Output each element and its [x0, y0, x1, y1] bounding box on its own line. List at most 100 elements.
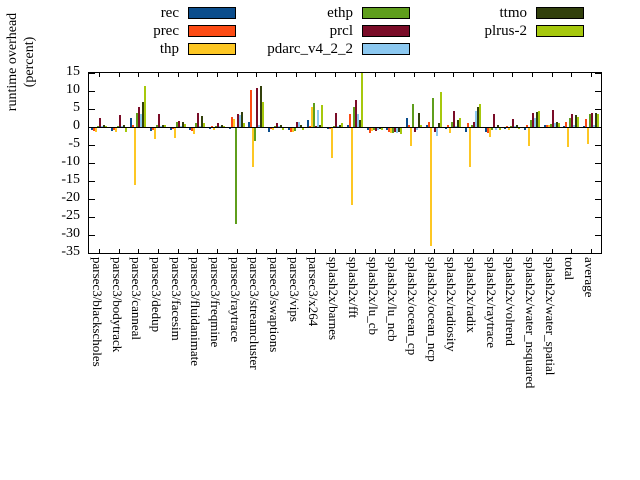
x-tick-mark — [118, 73, 120, 77]
category-label: splash2x/ocean_cp — [404, 257, 420, 356]
bar-rec — [425, 125, 428, 127]
bar-plrus-2 — [479, 103, 481, 127]
bar-thp — [488, 128, 491, 137]
bar-thp — [252, 128, 255, 167]
y-tick-label: -25 — [61, 208, 80, 223]
bar-plrus-2 — [380, 128, 383, 130]
bar-prcl — [453, 110, 456, 127]
bar-rec — [307, 119, 310, 127]
bar-plrus-2 — [498, 128, 501, 130]
bar-ethp — [116, 125, 119, 127]
y-tick-label: -30 — [61, 226, 80, 241]
bar-ethp — [96, 125, 99, 127]
bar-thp — [370, 128, 373, 131]
legend-swatch-ethp — [362, 7, 410, 19]
x-tick-mark — [512, 249, 514, 253]
bar-ethp — [431, 98, 434, 127]
bar-prec — [486, 128, 489, 134]
category-label: splash2x/radix — [464, 257, 479, 333]
legend-item-prec: prec — [40, 24, 236, 39]
x-tick-mark — [98, 73, 100, 77]
bar-pdarc_v4_2_2 — [593, 125, 596, 127]
bar-prec — [112, 128, 115, 130]
bar-ttmo — [595, 113, 598, 127]
bar-ttmo — [181, 121, 184, 127]
bar-thp — [331, 128, 334, 158]
bar-ttmo — [516, 125, 519, 127]
legend-label: thp — [159, 41, 179, 57]
category-label: parsec3/vips — [286, 257, 302, 322]
x-tick-mark — [473, 249, 474, 253]
x-tick-mark — [551, 73, 553, 77]
bar-plrus-2 — [223, 125, 225, 127]
bar-plrus-2 — [459, 118, 462, 127]
x-tick-mark — [295, 249, 297, 253]
bar-prec — [526, 125, 529, 127]
bar-rec — [524, 128, 527, 130]
bar-plrus-2 — [124, 128, 127, 132]
bar-ethp — [510, 125, 513, 127]
x-tick-mark — [157, 249, 159, 253]
x-tick-mark — [532, 73, 534, 77]
legend-swatch-pdarc_v4_2_2 — [362, 43, 410, 55]
category-label: parsec3/facesim — [168, 257, 184, 341]
x-tick-mark — [177, 73, 179, 77]
bar-thp — [528, 128, 531, 147]
bar-ttmo — [221, 125, 223, 127]
bar-prec — [329, 128, 332, 130]
y-tick-mark — [595, 73, 601, 74]
x-tick-mark — [236, 73, 238, 77]
bar-plrus-2 — [439, 92, 442, 127]
bar-rec — [405, 118, 408, 127]
y-axis-label-line1: runtime overhead — [5, 12, 20, 112]
bar-plrus-2 — [282, 128, 285, 130]
bar-plrus-2 — [203, 123, 206, 127]
bar-ttmo — [142, 101, 145, 127]
bar-thp — [311, 107, 314, 127]
bar-rec — [169, 128, 172, 130]
y-tick-mark — [595, 181, 601, 182]
bar-pdarc_v4_2_2 — [258, 125, 261, 127]
bar-ttmo — [378, 128, 381, 130]
bar-thp — [272, 128, 275, 130]
bar-prec — [230, 117, 233, 127]
bar-plrus-2 — [163, 125, 166, 127]
category-label: parsec3/bodytrack — [109, 257, 125, 353]
bar-prec — [171, 128, 174, 130]
bar-pdarc_v4_2_2 — [219, 126, 221, 127]
legend-label: ttmo — [499, 5, 527, 21]
bar-ethp — [333, 125, 336, 127]
y-tick-mark — [89, 181, 95, 182]
bar-ttmo — [477, 107, 479, 127]
bar-ttmo — [555, 121, 558, 127]
bar-prec — [585, 119, 588, 127]
plot-area — [88, 72, 602, 254]
legend-swatch-plrus-2 — [536, 25, 584, 37]
bar-plrus-2 — [597, 114, 600, 127]
bar-ethp — [215, 125, 217, 127]
bar-ttmo — [319, 125, 322, 127]
bar-ethp — [490, 128, 493, 130]
y-tick-mark — [595, 163, 601, 164]
bar-prcl — [217, 123, 219, 127]
x-tick-mark — [138, 73, 140, 77]
legend-swatch-thp — [188, 43, 236, 55]
legend-label: prcl — [329, 23, 353, 39]
bar-prcl — [433, 128, 436, 132]
bar-rec — [110, 128, 113, 131]
bar-plrus-2 — [104, 125, 107, 127]
x-tick-mark — [532, 249, 534, 253]
zero-axis-line — [89, 127, 601, 128]
bar-ethp — [234, 128, 237, 224]
category-label: parsec3/dedup — [148, 257, 164, 333]
bar-prec — [92, 128, 95, 131]
bar-rec — [248, 121, 251, 127]
bar-pdarc_v4_2_2 — [179, 125, 182, 127]
bar-pdarc_v4_2_2 — [317, 110, 320, 127]
bar-pdarc_v4_2_2 — [297, 121, 300, 127]
bar-prcl — [276, 123, 279, 127]
bar-plrus-2 — [262, 101, 265, 127]
bar-rec — [346, 125, 349, 127]
bar-thp — [134, 128, 137, 185]
y-tick-label: -5 — [68, 136, 80, 151]
